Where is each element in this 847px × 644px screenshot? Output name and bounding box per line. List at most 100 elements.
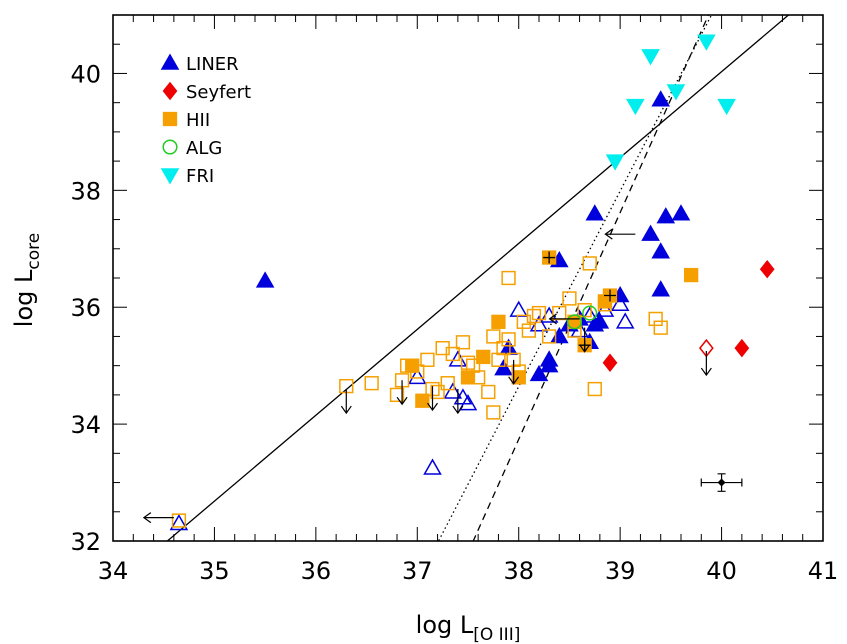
point-liner-open — [448, 350, 468, 367]
point-seyfert — [734, 338, 750, 358]
point-hii — [491, 314, 506, 329]
left-limit-arrow — [604, 228, 636, 240]
y-axis-title: log Lcore — [10, 233, 44, 327]
legend-marker-seyfert — [162, 81, 178, 101]
legend-label-fri: FRI — [186, 166, 214, 187]
data-layer — [142, 15, 790, 541]
y-tick-label: 36 — [70, 294, 101, 322]
point-hii — [405, 358, 420, 373]
point-liner-open — [509, 300, 529, 317]
point-hii-open — [582, 256, 597, 271]
point-liner-open — [458, 394, 478, 411]
upper-limit-arrow — [579, 327, 591, 353]
point-hii-open — [531, 305, 547, 321]
x-tick-label: 38 — [503, 557, 534, 585]
point-hii-open — [526, 308, 542, 324]
point-fri — [717, 98, 736, 116]
point-liner — [255, 271, 275, 288]
legend-label-seyfert: Seyfert — [186, 82, 251, 103]
x-tick-label: 41 — [808, 557, 839, 585]
point-hii-open — [445, 346, 460, 362]
x-tick-label: 35 — [199, 557, 230, 585]
point-liner-open — [169, 513, 189, 531]
point-liner — [651, 242, 671, 259]
upper-limit-arrow — [340, 389, 352, 415]
y-tick-label: 38 — [70, 177, 101, 205]
point-liner-open — [615, 312, 635, 329]
point-fri — [641, 49, 660, 66]
x-tick-label: 36 — [301, 557, 332, 585]
point-hii-open — [562, 291, 577, 306]
point-seyfert — [602, 353, 618, 372]
x-tick-label: 34 — [98, 557, 129, 585]
point-hii-open — [455, 335, 471, 350]
point-liner — [494, 359, 513, 376]
point-liner-open — [407, 367, 427, 385]
point-liner — [539, 350, 559, 367]
point-hii-open — [521, 323, 537, 338]
point-liner — [656, 207, 676, 224]
point-hii-open — [486, 329, 501, 344]
point-hii-open — [501, 270, 516, 286]
legend-marker-hii — [162, 111, 178, 127]
y-tick-label: 32 — [70, 528, 101, 556]
y-tick-label: 40 — [70, 60, 101, 88]
point-alg-open — [566, 314, 583, 330]
x-axis-title-sub: [O III] — [473, 625, 520, 644]
point-liner-open — [580, 306, 600, 323]
point-hii-open — [587, 381, 602, 397]
point-hii-open — [491, 352, 506, 367]
legend-label-alg: ALG — [186, 138, 222, 159]
point-hii-open — [420, 352, 435, 367]
point-hii-open — [653, 320, 668, 335]
point-liner — [671, 204, 691, 221]
point-liner-open — [595, 300, 615, 317]
point-hii-open — [541, 329, 557, 344]
point-hii-open — [440, 376, 455, 391]
x-tick-label: 40 — [706, 557, 737, 585]
point-liner-open — [443, 382, 463, 399]
point-fri — [626, 98, 645, 116]
legend-label-hii: HII — [186, 110, 210, 131]
point-hii-open — [486, 405, 501, 420]
point-hii-open — [501, 332, 516, 347]
point-alg-open — [582, 305, 598, 321]
upper-limit-arrow — [700, 351, 712, 377]
y-axis-title-sub: core — [24, 233, 44, 270]
point-hii-open — [648, 311, 663, 327]
point-liner — [585, 204, 605, 221]
point-hii-open — [171, 513, 187, 528]
upper-limit-arrow — [508, 359, 520, 385]
error-bar-point — [717, 478, 726, 487]
legend-marker-fri — [160, 168, 180, 185]
point-hii-open — [389, 387, 405, 403]
point-hii-open — [364, 376, 379, 391]
legend-marker-alg — [162, 139, 178, 155]
y-tick-label: 34 — [70, 411, 101, 439]
left-limit-arrow — [142, 512, 174, 524]
point-seyfert — [759, 260, 775, 279]
point-hii-open — [496, 340, 511, 356]
legend-label-liner: LINER — [186, 54, 239, 75]
point-hii-open — [430, 384, 445, 400]
reference-line-dotted — [437, 15, 713, 541]
point-liner-open — [423, 458, 442, 475]
point-hii-open — [481, 384, 496, 400]
point-hii — [460, 370, 476, 385]
plus-marker — [604, 289, 616, 302]
point-hii-open — [460, 355, 476, 370]
point-hii — [415, 393, 430, 408]
point-liner — [651, 90, 671, 107]
upper-limit-arrow — [452, 389, 464, 415]
point-liner — [529, 364, 549, 382]
point-liner — [590, 312, 610, 329]
y-axis-title-main: log L — [10, 269, 38, 327]
x-tick-label: 39 — [605, 557, 636, 585]
point-hii — [476, 349, 491, 365]
point-fri — [605, 154, 625, 171]
left-limit-arrow — [548, 313, 580, 325]
point-liner-open — [610, 294, 630, 312]
reference-line-solid — [166, 15, 790, 541]
point-liner — [651, 280, 671, 297]
